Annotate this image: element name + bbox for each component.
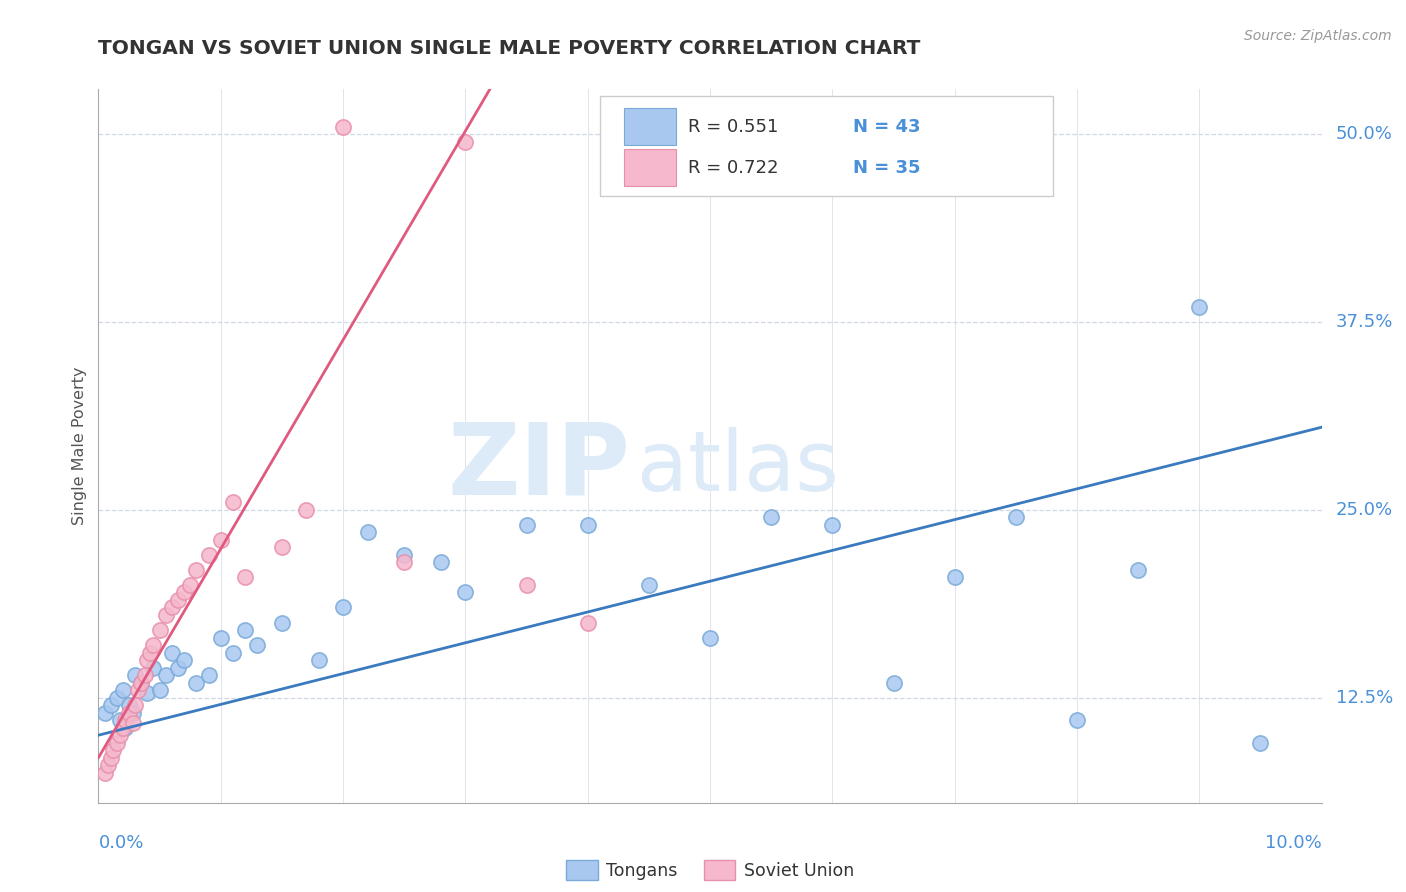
Point: [105, 736, 128, 750]
Legend: Tongans, Soviet Union: Tongans, Soviet Union: [560, 853, 860, 887]
Point: [105, 690, 128, 705]
Point: [160, 600, 183, 615]
Point: [197, 548, 219, 562]
Point: [114, 713, 136, 727]
Point: [173, 585, 195, 599]
Point: [110, 728, 132, 742]
Point: [233, 570, 256, 584]
Point: [136, 686, 159, 700]
FancyBboxPatch shape: [624, 149, 676, 186]
Text: atlas: atlas: [637, 427, 838, 508]
Point: [222, 646, 245, 660]
Point: [1188, 300, 1211, 314]
Point: [101, 743, 124, 757]
Point: [110, 713, 132, 727]
Point: [637, 578, 661, 592]
Point: [118, 698, 141, 713]
Point: [233, 623, 256, 637]
Point: [149, 623, 172, 637]
Point: [160, 646, 183, 660]
Point: [576, 615, 599, 630]
Text: Source: ZipAtlas.com: Source: ZipAtlas.com: [1244, 29, 1392, 43]
Point: [97, 758, 120, 772]
Text: 25.0%: 25.0%: [1336, 500, 1393, 519]
Point: [124, 668, 146, 682]
Point: [883, 675, 905, 690]
Point: [454, 135, 477, 149]
Point: [186, 675, 208, 690]
Point: [134, 668, 156, 682]
Text: 37.5%: 37.5%: [1336, 313, 1393, 331]
Point: [127, 683, 149, 698]
Point: [121, 706, 143, 720]
Point: [114, 721, 136, 735]
Point: [93, 765, 115, 780]
Y-axis label: Single Male Poverty: Single Male Poverty: [72, 367, 87, 525]
Point: [332, 600, 354, 615]
Point: [1250, 736, 1272, 750]
Point: [129, 675, 152, 690]
Point: [761, 510, 783, 524]
Point: [1128, 563, 1150, 577]
Point: [576, 517, 599, 532]
Point: [516, 578, 538, 592]
Point: [186, 563, 208, 577]
Point: [270, 615, 294, 630]
Point: [179, 578, 201, 592]
Point: [100, 750, 122, 764]
Point: [100, 698, 122, 713]
Point: [516, 517, 538, 532]
Point: [167, 593, 190, 607]
Point: [356, 525, 378, 540]
Point: [129, 675, 152, 690]
Point: [121, 716, 143, 731]
Point: [142, 660, 165, 674]
Point: [173, 653, 195, 667]
Point: [155, 668, 177, 682]
Point: [167, 660, 190, 674]
Point: [332, 120, 354, 134]
Point: [392, 548, 416, 562]
Point: [136, 653, 159, 667]
Point: [270, 541, 294, 555]
Point: [118, 706, 141, 720]
Text: N = 43: N = 43: [853, 118, 921, 136]
Point: [149, 683, 172, 698]
Point: [142, 638, 165, 652]
Point: [430, 556, 453, 570]
Point: [139, 646, 162, 660]
Point: [392, 556, 416, 570]
Point: [295, 503, 318, 517]
Text: ZIP: ZIP: [447, 419, 630, 516]
Point: [1066, 713, 1088, 727]
Text: N = 35: N = 35: [853, 159, 921, 177]
Point: [246, 638, 269, 652]
Point: [1004, 510, 1026, 524]
Text: TONGAN VS SOVIET UNION SINGLE MALE POVERTY CORRELATION CHART: TONGAN VS SOVIET UNION SINGLE MALE POVER…: [98, 39, 921, 58]
Point: [821, 517, 844, 532]
Text: 10.0%: 10.0%: [1265, 834, 1322, 852]
Point: [454, 585, 477, 599]
FancyBboxPatch shape: [600, 96, 1053, 196]
FancyBboxPatch shape: [624, 108, 676, 145]
Text: 0.0%: 0.0%: [98, 834, 143, 852]
Point: [111, 721, 134, 735]
Point: [124, 698, 146, 713]
Text: R = 0.722: R = 0.722: [688, 159, 779, 177]
Point: [209, 631, 232, 645]
Point: [197, 668, 219, 682]
Point: [155, 607, 177, 622]
Text: 50.0%: 50.0%: [1336, 125, 1392, 144]
Point: [111, 683, 134, 698]
Point: [209, 533, 232, 547]
Text: R = 0.551: R = 0.551: [688, 118, 779, 136]
Point: [699, 631, 721, 645]
Point: [222, 495, 245, 509]
Point: [93, 706, 115, 720]
Point: [308, 653, 330, 667]
Point: [943, 570, 966, 584]
Text: 12.5%: 12.5%: [1336, 689, 1393, 706]
